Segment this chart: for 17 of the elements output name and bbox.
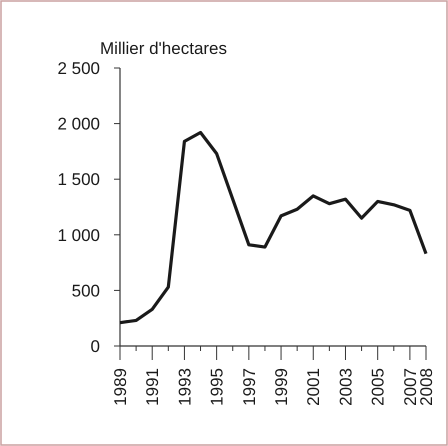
- chart-title: Millier d'hectares: [100, 39, 228, 58]
- y-tick-label: 2 000: [57, 114, 100, 134]
- y-tick-label: 0: [90, 336, 100, 356]
- x-tick-label: 1993: [175, 368, 194, 406]
- y-tick-label: 1 500: [57, 170, 100, 190]
- y-tick-label: 500: [72, 281, 100, 300]
- line-series: [118, 130, 428, 324]
- x-tick-label: 1995: [208, 368, 227, 406]
- y-tick-label: 2 500: [57, 58, 100, 78]
- x-tick-label: 1991: [143, 368, 162, 406]
- x-tick-label: 1989: [110, 368, 130, 406]
- x-tick-label: 2001: [304, 368, 324, 406]
- x-tick-label: 1997: [240, 368, 259, 406]
- x-tick-label: 2003: [336, 368, 356, 406]
- x-tick-label: 1999: [272, 368, 292, 406]
- x-tick-label: 2005: [368, 368, 388, 406]
- y-tick-label: 1 000: [57, 226, 100, 245]
